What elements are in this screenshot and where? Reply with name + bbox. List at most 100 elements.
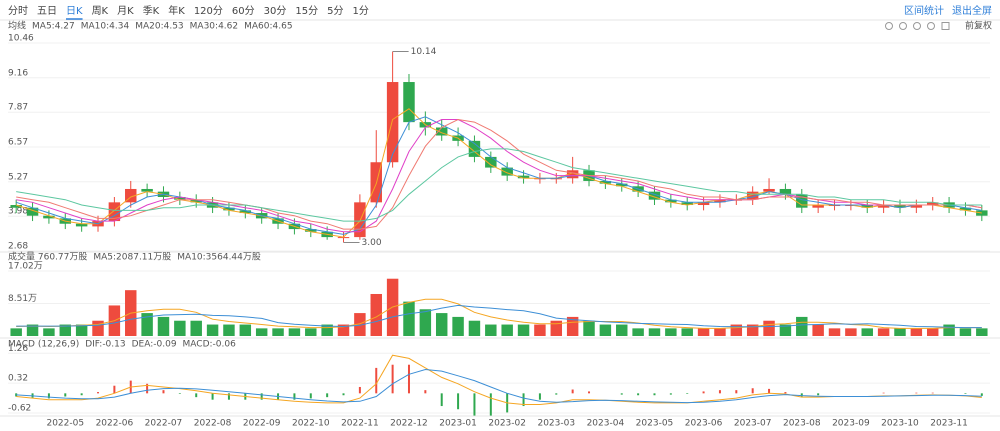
x-tick-label: 2022-06 — [96, 419, 134, 429]
candle-body — [926, 202, 939, 206]
zoom-out-icon[interactable] — [913, 22, 921, 30]
candle-body — [403, 82, 415, 123]
y-tick-label: 5.27 — [8, 172, 28, 182]
legend-entry: 均线 — [8, 20, 26, 32]
volume-bar — [92, 320, 104, 336]
volume-bar — [796, 316, 808, 336]
indicator-line — [16, 368, 982, 404]
volume-bar — [616, 324, 628, 336]
volume-bar — [534, 324, 546, 336]
candle-body — [517, 175, 530, 179]
volume-bar — [190, 320, 202, 336]
volume-bar — [746, 324, 759, 336]
indicator-line — [16, 108, 982, 238]
period-tab[interactable]: 月K — [117, 5, 134, 17]
legend-entry: MACD (12,26,9) — [8, 340, 79, 350]
period-tab[interactable]: 60分 — [232, 5, 255, 17]
candle-body — [959, 207, 972, 211]
candle-body — [501, 167, 513, 176]
x-tick-label: 2022-12 — [390, 419, 428, 429]
x-tick-label: 2023-01 — [439, 419, 477, 429]
period-tab[interactable]: 季K — [143, 5, 160, 17]
period-tab[interactable]: 分时 — [8, 5, 28, 17]
period-tab[interactable]: 15分 — [295, 5, 318, 17]
period-tab[interactable]: 日K — [66, 6, 83, 17]
period-tab[interactable]: 五日 — [37, 6, 57, 17]
x-tick-label: 2023-03 — [537, 419, 575, 429]
candle-body — [435, 127, 448, 136]
candle-body — [599, 180, 612, 184]
x-tick-label: 2023-09 — [832, 419, 870, 429]
volume-bar — [255, 328, 268, 336]
volume-bar — [763, 320, 775, 336]
reset-icon[interactable] — [927, 22, 935, 30]
period-tab[interactable]: 5分 — [327, 5, 343, 17]
candle-body — [681, 202, 693, 206]
y-tick-label: 1.26 — [8, 344, 28, 354]
legend-entry: DEA:-0.09 — [132, 340, 177, 350]
y-tick-label: 2.68 — [8, 242, 28, 252]
volume-bar — [812, 324, 824, 336]
period-tab[interactable]: 120分 — [194, 5, 223, 17]
candle-body — [108, 202, 121, 222]
indicator-line — [16, 148, 982, 222]
volume-bar — [288, 328, 301, 336]
candle-body — [125, 188, 137, 203]
candle-body — [223, 207, 235, 211]
legend-entry: MACD:-0.06 — [183, 340, 237, 350]
extreme-label: 10.14 — [411, 47, 437, 57]
candle-body — [386, 82, 399, 163]
legend-entry: MA5:2087.11万股 — [93, 252, 171, 263]
legend-entry: MA10:3564.44万股 — [177, 252, 261, 263]
volume-bar — [272, 328, 284, 336]
volume-bar — [337, 324, 350, 336]
candle-body — [812, 205, 824, 208]
volume-bar — [468, 320, 481, 336]
legend-entry: MA20:4.53 — [135, 22, 183, 32]
indicator-line — [16, 298, 982, 329]
volume-bar — [174, 320, 186, 336]
candle-body — [910, 205, 923, 208]
extreme-label: 3.00 — [362, 238, 382, 248]
tool-icons — [885, 22, 950, 30]
adjust-button[interactable]: 前复权 — [965, 20, 992, 32]
volume-bar — [75, 324, 88, 336]
candle-body — [485, 156, 497, 168]
candle-body — [75, 223, 88, 227]
volume-bar — [779, 324, 792, 336]
volume-bar — [648, 328, 661, 336]
x-tick-label: 2023-06 — [685, 419, 723, 429]
candle-body — [665, 199, 677, 203]
settings-icon[interactable] — [941, 22, 950, 30]
candle-body — [845, 205, 857, 207]
candle-body — [976, 210, 988, 216]
volume-bar — [59, 324, 72, 336]
y-tick-label: 6.57 — [8, 138, 28, 148]
volume-bar — [435, 313, 448, 336]
period-tab[interactable]: 年K — [168, 4, 185, 17]
volume-bar — [959, 328, 972, 336]
x-tick-label: 2023-10 — [881, 419, 919, 429]
period-tab[interactable]: 30分 — [264, 5, 287, 17]
y-tick-label: 17.02万 — [8, 262, 43, 272]
help-icon[interactable] — [885, 22, 893, 30]
candle-body — [861, 205, 873, 208]
x-tick-label: 2023-07 — [734, 419, 772, 429]
toolbar-action[interactable]: 退出全屏 — [952, 4, 992, 17]
toolbar-action[interactable]: 区间统计 — [904, 4, 944, 17]
period-tab[interactable]: 1分 — [352, 5, 368, 17]
y-tick-label: 8.51万 — [8, 294, 37, 304]
period-tab[interactable]: 周K — [92, 5, 109, 17]
volume-bar — [223, 324, 235, 336]
y-tick-label: 7.87 — [8, 103, 28, 113]
candle-body — [796, 194, 808, 208]
legend-entry: MA60:4.65 — [244, 22, 292, 32]
x-tick-label: 2023-04 — [587, 419, 625, 429]
zoom-in-icon[interactable] — [899, 22, 907, 30]
candle-body — [828, 205, 841, 207]
candle-body — [190, 199, 202, 203]
candle-body — [141, 188, 153, 192]
candle-body — [779, 188, 792, 195]
indicator-line — [16, 116, 982, 235]
